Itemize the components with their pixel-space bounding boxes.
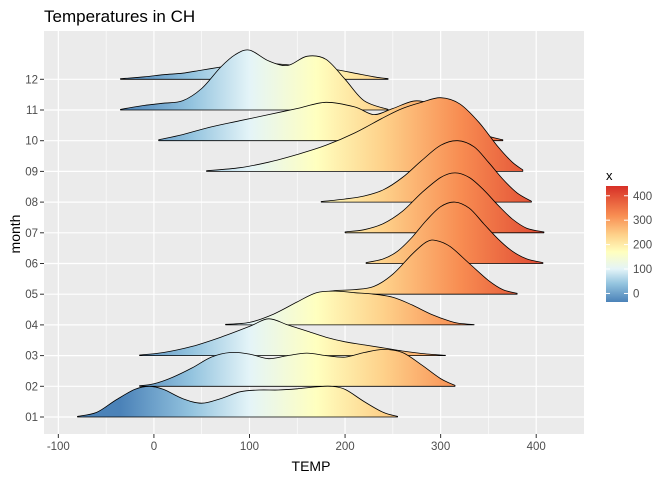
legend-tick-label: 100	[633, 264, 652, 276]
y-tick-label: 05	[25, 289, 38, 301]
y-tick-label: 06	[25, 259, 38, 271]
ridge-04	[225, 290, 475, 326]
y-tick-label: 09	[25, 166, 38, 178]
y-tick-label: 07	[25, 228, 38, 240]
y-tick-label: 08	[25, 197, 38, 209]
legend-colorbar	[606, 186, 628, 302]
ridge-02	[139, 349, 456, 387]
y-tick-label: 10	[25, 136, 38, 148]
color-legend: x 0 100 200 300 400	[606, 168, 652, 302]
chart-title: Temperatures in CH	[44, 7, 195, 26]
ridge-01	[77, 385, 398, 418]
x-tick-label: 200	[335, 441, 354, 453]
y-tick-label: 03	[25, 351, 38, 363]
ridges	[77, 49, 545, 418]
x-axis-title: TEMP	[292, 458, 331, 474]
y-tick-label: 12	[25, 74, 38, 86]
ridge-03	[139, 318, 446, 356]
ridge-11	[120, 49, 389, 111]
legend-ticks: 0 100 200 300 400	[606, 191, 652, 300]
legend-title: x	[606, 168, 613, 183]
legend-tick-label: 400	[633, 191, 652, 203]
y-axis-title: month	[7, 215, 23, 254]
x-tick-label: 300	[431, 441, 450, 453]
y-tick-label: 11	[26, 105, 38, 117]
legend-tick-label: 300	[633, 215, 652, 227]
y-axis-ticks: 01 02 03 04 05 06 07 08 09 10 11 12	[25, 74, 44, 424]
x-tick-label: 400	[527, 441, 546, 453]
legend-tick-label: 0	[633, 288, 639, 300]
y-tick-label: 02	[25, 381, 38, 393]
y-tick-label: 01	[25, 412, 38, 424]
ridge-05	[316, 239, 518, 295]
x-axis-ticks: -100 0 100 200 300 400	[47, 434, 546, 453]
y-tick-label: 04	[25, 320, 38, 332]
x-tick-label: -100	[47, 441, 70, 453]
x-tick-label: 0	[151, 441, 157, 453]
legend-tick-label: 200	[633, 240, 652, 252]
ridge-07	[344, 172, 545, 234]
x-tick-label: 100	[240, 441, 259, 453]
ridge-06	[365, 201, 544, 264]
